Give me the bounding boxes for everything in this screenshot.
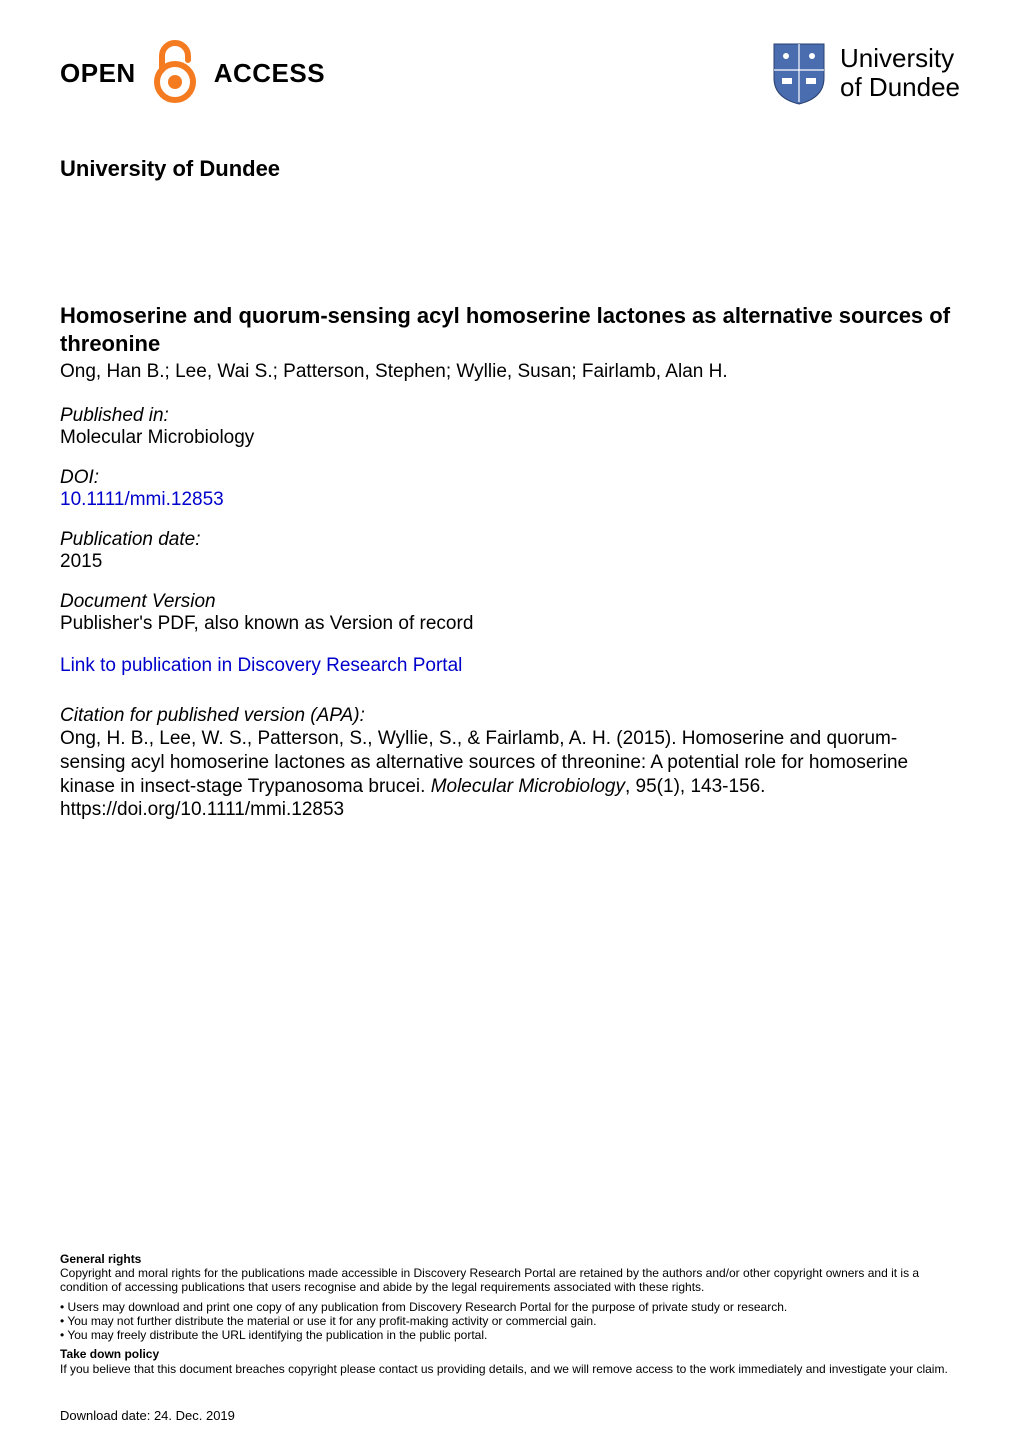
citation-doi-url: https://doi.org/10.1111/mmi.12853	[60, 799, 344, 820]
pubdate-block: Publication date: 2015	[60, 529, 960, 573]
published-in-label: Published in:	[60, 405, 960, 427]
doi-link[interactable]: 10.1111/mmi.12853	[60, 489, 224, 510]
open-access-access-text: ACCESS	[214, 58, 325, 89]
citation-text: Ong, H. B., Lee, W. S., Patterson, S., W…	[60, 727, 960, 822]
rights-block: General rights Copyright and moral right…	[60, 1253, 960, 1383]
doi-label: DOI:	[60, 467, 960, 489]
rights-bullets: Users may download and print one copy of…	[60, 1301, 960, 1342]
pubdate-label: Publication date:	[60, 529, 960, 551]
download-date: Download date: 24. Dec. 2019	[60, 1408, 235, 1423]
university-name-line2: of Dundee	[840, 73, 960, 102]
doi-block: DOI: 10.1111/mmi.12853	[60, 467, 960, 511]
article-authors: Ong, Han B.; Lee, Wai S.; Patterson, Ste…	[60, 361, 960, 383]
article-title: Homoserine and quorum-sensing acyl homos…	[60, 302, 960, 357]
pubdate-value: 2015	[60, 551, 960, 573]
discovery-portal-link[interactable]: Link to publication in Discovery Researc…	[60, 655, 960, 677]
university-logo-block: University of Dundee	[770, 40, 960, 106]
citation-block: Citation for published version (APA): On…	[60, 705, 960, 822]
docver-label: Document Version	[60, 591, 960, 613]
takedown-heading: Take down policy	[60, 1348, 960, 1362]
general-rights-text: Copyright and moral rights for the publi…	[60, 1267, 960, 1295]
citation-vol: , 95(1), 143-156.	[625, 776, 765, 797]
rights-bullet: Users may download and print one copy of…	[60, 1301, 960, 1315]
citation-journal: Molecular Microbiology	[431, 776, 625, 797]
header-row: OPEN ACCESS	[60, 40, 960, 106]
rights-bullet: You may freely distribute the URL identi…	[60, 1329, 960, 1343]
general-rights-heading: General rights	[60, 1253, 960, 1267]
page: OPEN ACCESS	[0, 0, 1020, 1443]
published-in-block: Published in: Molecular Microbiology	[60, 405, 960, 449]
institution-heading: University of Dundee	[60, 156, 960, 182]
open-access-logo: OPEN ACCESS	[60, 40, 325, 106]
open-access-icon	[142, 40, 208, 106]
open-access-open-text: OPEN	[60, 58, 136, 89]
takedown-text: If you believe that this document breach…	[60, 1363, 960, 1377]
docver-value: Publisher's PDF, also known as Version o…	[60, 613, 960, 635]
docver-block: Document Version Publisher's PDF, also k…	[60, 591, 960, 635]
published-in-value: Molecular Microbiology	[60, 427, 960, 449]
university-name-line1: University	[840, 44, 960, 73]
university-shield-icon	[770, 40, 828, 106]
university-name-block: University of Dundee	[840, 44, 960, 101]
rights-bullet: You may not further distribute the mater…	[60, 1315, 960, 1329]
citation-header: Citation for published version (APA):	[60, 705, 960, 727]
